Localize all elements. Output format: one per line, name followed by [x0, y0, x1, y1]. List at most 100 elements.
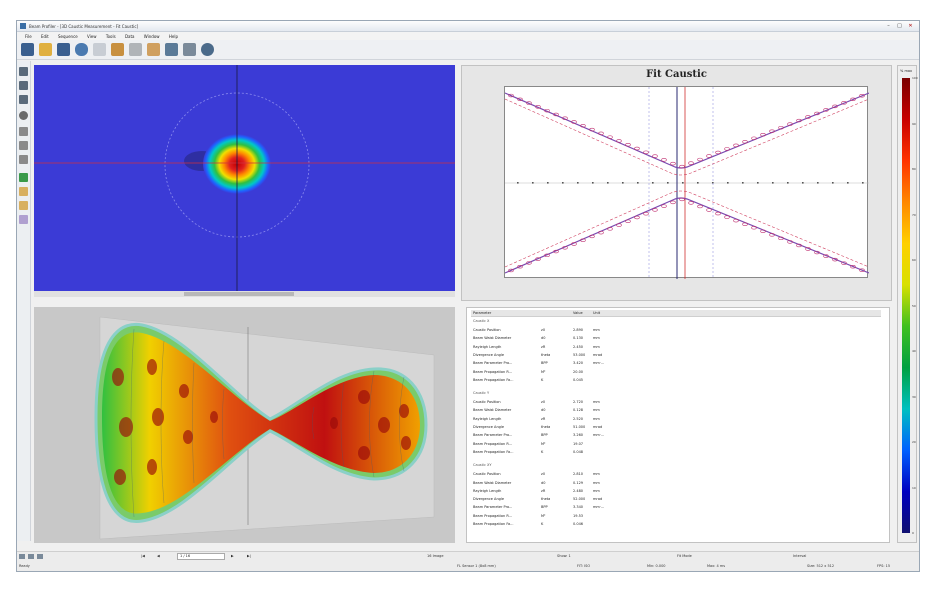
open-folder-icon[interactable]	[39, 43, 52, 56]
fit-icon[interactable]	[19, 173, 28, 182]
report-icon[interactable]	[129, 43, 142, 56]
camera-icon[interactable]	[19, 95, 28, 104]
row-value: 20.00	[573, 369, 584, 374]
prev-frame-button[interactable]: ◀	[157, 554, 160, 558]
table-row[interactable]: Beam Propagation R... M² 19.53	[471, 513, 881, 520]
table-row[interactable]: Beam Propagation Fa... K 0.048	[471, 449, 881, 456]
settings-icon[interactable]	[147, 43, 160, 56]
table-row[interactable]: Divergence Angle theta 52.000 mrad	[471, 496, 881, 503]
profile-icon[interactable]	[19, 215, 28, 224]
table-row[interactable]: Beam Propagation R... M² 19.07	[471, 441, 881, 448]
help-icon[interactable]	[201, 43, 214, 56]
print-icon[interactable]	[183, 43, 196, 56]
table-group-header[interactable]: Caustic Y	[473, 391, 490, 396]
undo-icon[interactable]	[75, 43, 88, 56]
view-single-icon[interactable]	[19, 554, 25, 559]
pan-icon[interactable]	[19, 141, 28, 150]
row-symbol: M²	[541, 513, 546, 518]
fit-plot-area[interactable]	[504, 86, 870, 279]
show-selector[interactable]: Show: 1	[557, 554, 571, 558]
colorbar-tick: 50	[912, 303, 916, 308]
row-unit: mm	[593, 344, 600, 349]
menu-sequence[interactable]: Sequence	[58, 34, 78, 39]
zoom-icon[interactable]	[19, 127, 28, 136]
table-group-header[interactable]: Caustic X	[473, 319, 490, 323]
menu-window[interactable]: Window	[143, 34, 160, 39]
table-row[interactable]: Caustic Position z0 2.720 mm	[471, 399, 881, 406]
measured-point	[526, 101, 532, 105]
table-row[interactable]: Caustic Position z0 2.890 mm	[471, 327, 881, 334]
menu-tools[interactable]: Tools	[105, 34, 116, 39]
row-parameter: Divergence Angle	[473, 352, 505, 357]
table-row[interactable]: Beam Waist Diameter d0 0.129 mm	[471, 480, 881, 487]
row-value: 0.130	[573, 336, 584, 341]
measured-point	[706, 154, 712, 158]
menu-file[interactable]: File	[25, 34, 32, 39]
table-row[interactable]: Rayleigh Length zR 2.520 mm	[471, 416, 881, 423]
measured-point	[634, 146, 640, 151]
grid-icon[interactable]	[19, 67, 28, 76]
table-row[interactable]: Divergence Angle theta 53.000 mrad	[471, 352, 881, 359]
status-size: Size: 512 x 512	[807, 564, 835, 568]
table-row[interactable]: Beam Parameter Pro... BPP 3.260 mm·...	[471, 432, 881, 439]
row-symbol: BPP	[541, 505, 548, 510]
measured-point	[589, 127, 595, 132]
view-grid-icon[interactable]	[37, 554, 44, 559]
zero-axis-markers	[517, 182, 864, 184]
table-row[interactable]: Beam Waist Diameter d0 0.130 mm	[471, 335, 881, 342]
zero-marker	[757, 182, 759, 184]
colorbar-tick: 100	[912, 76, 918, 80]
cursor-icon[interactable]	[19, 155, 28, 164]
table-row[interactable]: Beam Waist Diameter d0 0.128 mm	[471, 407, 881, 414]
beam-2d-view[interactable]	[34, 65, 455, 297]
table-row[interactable]: Beam Parameter Pro... BPP 3.340 mm·...	[471, 504, 881, 511]
caustic-3d-view[interactable]	[34, 307, 455, 543]
table-row[interactable]: Beam Propagation R... M² 20.00	[471, 369, 881, 376]
menu-data[interactable]: Data	[124, 34, 135, 39]
row-unit: mm	[593, 488, 600, 493]
clipboard-icon[interactable]	[111, 43, 124, 56]
next-frame-button[interactable]: ▶	[231, 554, 234, 558]
measured-point	[832, 257, 838, 262]
table-row[interactable]: Beam Propagation Fa... K 0.046	[471, 521, 881, 528]
table-row[interactable]: Rayleigh Length zR 2.480 mm	[471, 488, 881, 495]
chart-icon[interactable]	[165, 43, 178, 56]
zero-marker	[847, 182, 849, 184]
redo-icon[interactable]	[93, 43, 106, 56]
table-row[interactable]: Divergence Angle theta 51.000 mrad	[471, 424, 881, 431]
zero-marker	[547, 182, 549, 184]
menu-help[interactable]: Help	[168, 34, 178, 39]
save-icon[interactable]	[21, 43, 34, 56]
first-frame-button[interactable]: |◀	[141, 554, 145, 558]
close-button[interactable]: ✕	[908, 23, 913, 29]
measured-point	[733, 143, 739, 148]
measured-point	[562, 246, 568, 250]
minimize-button[interactable]: –	[887, 23, 890, 29]
save-as-icon[interactable]	[57, 43, 70, 56]
row-symbol: z0	[541, 472, 546, 477]
measured-point	[634, 215, 640, 220]
table-row[interactable]: Caustic Position z0 2.810 mm	[471, 471, 881, 478]
measured-point	[517, 264, 523, 269]
table-row[interactable]: Beam Parameter Pro... BPP 3.420 mm·...	[471, 360, 881, 367]
view-split-icon[interactable]	[28, 554, 35, 559]
measured-point	[535, 257, 541, 261]
last-frame-button[interactable]: ▶|	[247, 554, 251, 558]
menu-view[interactable]: View	[87, 34, 97, 39]
row-value: 0.048	[573, 449, 584, 454]
row-parameter: Beam Waist Diameter	[473, 408, 512, 413]
table-row[interactable]: Beam Propagation Fa... K 0.045	[471, 377, 881, 384]
table-group-header[interactable]: Caustic XY	[473, 463, 492, 468]
maximize-button[interactable]: □	[897, 23, 902, 29]
table-row[interactable]: Rayleigh Length zR 2.450 mm	[471, 344, 881, 351]
palette-icon[interactable]	[19, 201, 28, 210]
scrollbar-thumb[interactable]	[184, 292, 294, 296]
menu-edit[interactable]: Edit	[40, 34, 49, 39]
layout-icon[interactable]	[19, 81, 28, 90]
frame-index-field[interactable]: 1 / 16	[177, 553, 225, 560]
measured-point	[670, 161, 676, 166]
color-icon[interactable]	[19, 187, 28, 196]
target-icon[interactable]	[19, 111, 28, 120]
measured-point	[715, 211, 721, 216]
zero-marker	[607, 182, 609, 184]
